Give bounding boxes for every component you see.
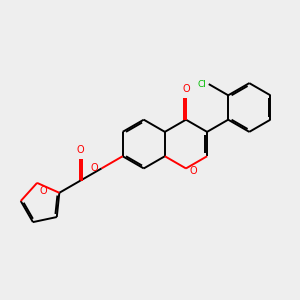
Text: O: O	[190, 166, 197, 176]
Text: O: O	[76, 145, 84, 155]
Text: Cl: Cl	[197, 80, 206, 88]
Text: O: O	[182, 84, 190, 94]
Text: O: O	[39, 187, 47, 196]
Text: O: O	[90, 164, 98, 173]
